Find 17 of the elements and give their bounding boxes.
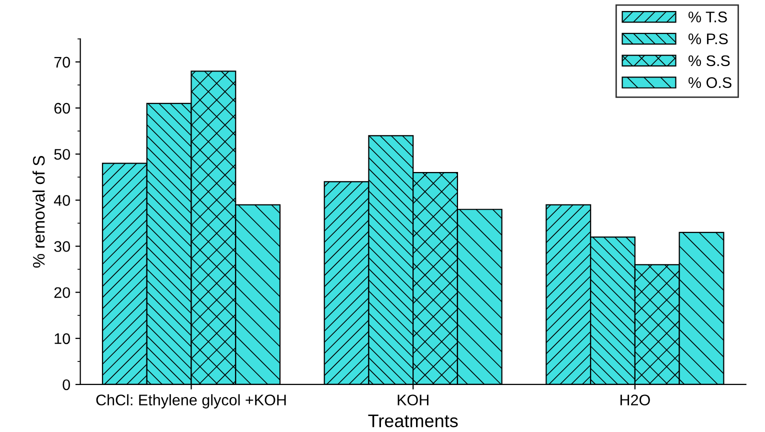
x-tick-label: H2O (620, 394, 650, 406)
legend-label: % S.S (688, 55, 730, 66)
x-tick-label: ChCl: Ethylene glycol +KOH (96, 394, 286, 408)
y-tick-label: 60 (54, 102, 70, 114)
y-axis-title: % removal of S (32, 156, 45, 268)
legend-label: % O.S (688, 77, 732, 88)
x-axis-title: Treatments (368, 414, 458, 428)
x-tick-label: KOH (398, 394, 428, 406)
legend-label: % T.S (688, 12, 727, 22)
y-tick-label: 30 (54, 241, 70, 252)
y-tick-label: 20 (54, 287, 70, 298)
y-tick-label: 10 (54, 333, 70, 344)
legend-label: % P.S (688, 33, 728, 44)
y-tick-label: 70 (54, 56, 70, 68)
y-tick-label: 50 (54, 148, 70, 160)
y-tick-label: 40 (54, 195, 70, 206)
y-tick-label: 0 (62, 379, 70, 390)
